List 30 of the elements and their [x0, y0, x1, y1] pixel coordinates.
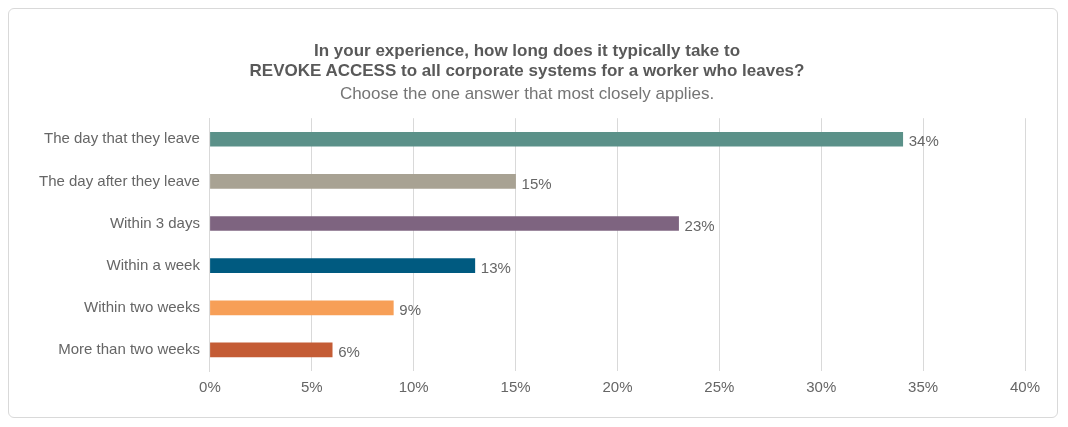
bar [210, 300, 394, 316]
bar [210, 131, 904, 147]
chart-subtitle: Choose the one answer that most closely applies. [339, 83, 715, 103]
y-tick-label: More than two weeks [58, 340, 200, 358]
x-tick-label: 15% [500, 378, 531, 396]
x-tick-label: 10% [398, 378, 429, 396]
text: REVOKE ACCESS to all corporate systems for a worker who leaves? [249, 61, 805, 81]
data-label: 6% [338, 343, 360, 361]
data-label: 15% [521, 174, 552, 192]
x-tick-label: 40% [1009, 378, 1041, 396]
x-tick-label: 0% [199, 378, 221, 396]
x-tick-label: 20% [602, 378, 633, 396]
y-tick-label: The day after they leave [38, 171, 200, 189]
data-label: 34% [908, 132, 939, 150]
data-label: 9% [399, 300, 422, 318]
bar [210, 216, 679, 231]
y-tick-label: Within 3 days [109, 213, 200, 231]
y-tick-label: Within a week [106, 255, 201, 273]
bar [210, 258, 476, 273]
y-tick-label: Within two weeks [84, 297, 200, 315]
x-tick-label: 5% [300, 378, 323, 396]
data-label: 23% [684, 216, 715, 234]
x-tick-label: 35% [908, 378, 939, 396]
y-tick-label: The day that they leave [43, 129, 200, 147]
x-tick-label: 30% [806, 378, 837, 396]
bar [210, 174, 516, 189]
data-label: 13% [480, 258, 511, 276]
text: In your experience, how long does it typically take to [313, 40, 741, 60]
bar [210, 342, 333, 358]
x-tick-label: 25% [704, 378, 735, 396]
